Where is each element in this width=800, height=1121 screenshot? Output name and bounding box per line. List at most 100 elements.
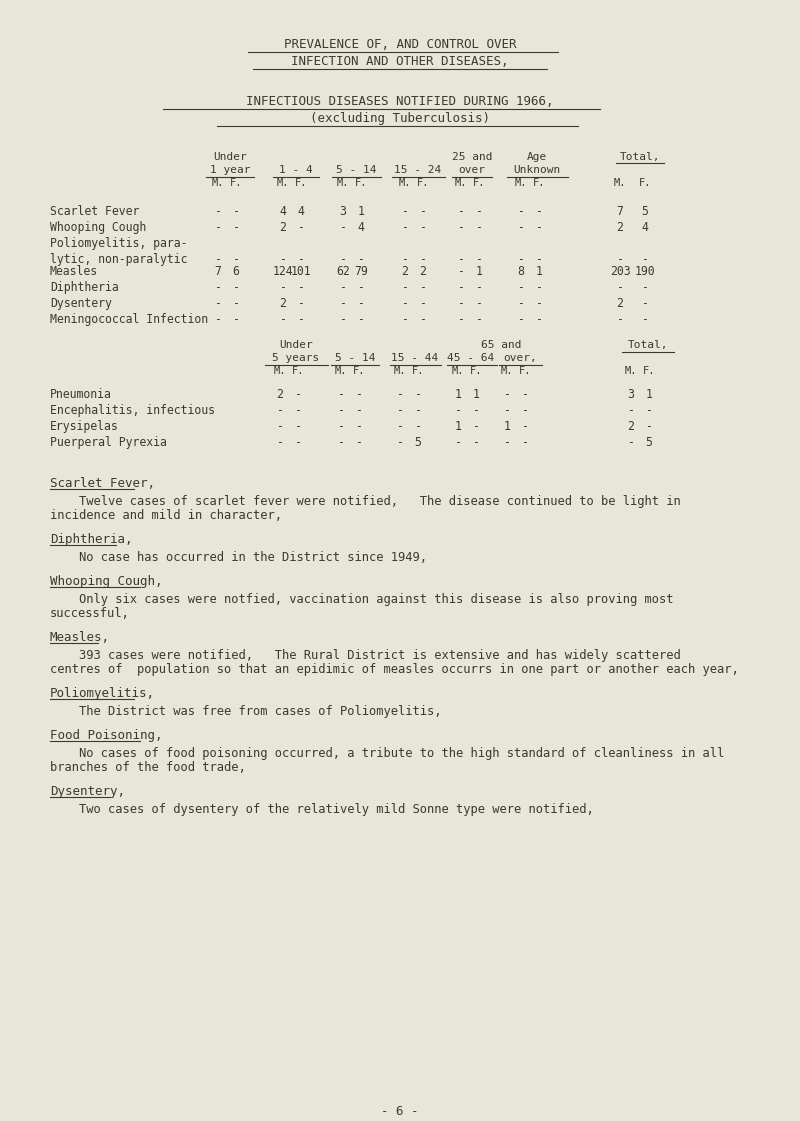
Text: Encephalitis, infectious: Encephalitis, infectious	[50, 404, 215, 417]
Text: 2: 2	[617, 221, 623, 234]
Text: 7: 7	[214, 265, 222, 278]
Text: 79: 79	[354, 265, 368, 278]
Text: 4: 4	[642, 221, 649, 234]
Text: 5 years: 5 years	[272, 353, 320, 363]
Text: Diphtheria,: Diphtheria,	[50, 532, 133, 546]
Text: 1: 1	[358, 205, 365, 217]
Text: -: -	[646, 404, 653, 417]
Text: -: -	[339, 313, 346, 326]
Text: -: -	[358, 313, 365, 326]
Text: branches of the food trade,: branches of the food trade,	[50, 761, 246, 773]
Text: 1: 1	[503, 420, 510, 433]
Text: -: -	[298, 221, 305, 234]
Text: 5 - 14: 5 - 14	[336, 165, 376, 175]
Text: 4: 4	[298, 205, 305, 217]
Text: M.: M.	[614, 178, 626, 188]
Text: No case has occurred in the District since 1949,: No case has occurred in the District sin…	[50, 552, 427, 564]
Text: F.: F.	[417, 178, 430, 188]
Text: -: -	[617, 253, 623, 266]
Text: -: -	[454, 404, 462, 417]
Text: over: over	[458, 165, 486, 175]
Text: F.: F.	[230, 178, 242, 188]
Text: 25 and: 25 and	[452, 152, 492, 163]
Text: -: -	[414, 404, 422, 417]
Text: -: -	[617, 313, 623, 326]
Text: -: -	[277, 404, 283, 417]
Text: INFECTION AND OTHER DISEASES,: INFECTION AND OTHER DISEASES,	[291, 55, 509, 68]
Text: -: -	[214, 205, 222, 217]
Text: -: -	[298, 313, 305, 326]
Text: 6: 6	[233, 265, 239, 278]
Text: Twelve cases of scarlet fever were notified,   The disease continued to be light: Twelve cases of scarlet fever were notif…	[50, 495, 681, 508]
Text: Measles,: Measles,	[50, 631, 110, 643]
Text: -: -	[233, 297, 239, 311]
Text: 101: 101	[290, 265, 311, 278]
Text: M.: M.	[501, 365, 514, 376]
Text: centres of  population so that an epidimic of measles occurrs in one part or ano: centres of population so that an epidimi…	[50, 663, 738, 676]
Text: -: -	[458, 265, 465, 278]
Text: F.: F.	[294, 178, 307, 188]
Text: -: -	[454, 436, 462, 450]
Text: -: -	[358, 281, 365, 294]
Text: -: -	[279, 253, 286, 266]
Text: -: -	[402, 281, 409, 294]
Text: -: -	[475, 281, 482, 294]
Text: -: -	[475, 205, 482, 217]
Text: 2: 2	[627, 420, 634, 433]
Text: -: -	[355, 436, 362, 450]
Text: -: -	[397, 404, 403, 417]
Text: -: -	[339, 281, 346, 294]
Text: -: -	[233, 205, 239, 217]
Text: Poliomyelitis,: Poliomyelitis,	[50, 687, 155, 700]
Text: -: -	[279, 313, 286, 326]
Text: 190: 190	[634, 265, 655, 278]
Text: -: -	[338, 404, 345, 417]
Text: -: -	[397, 388, 403, 401]
Text: -: -	[642, 313, 649, 326]
Text: Two cases of dysentery of the relatively mild Sonne type were notified,: Two cases of dysentery of the relatively…	[50, 803, 594, 816]
Text: F.: F.	[292, 365, 304, 376]
Text: 3: 3	[339, 205, 346, 217]
Text: -: -	[294, 404, 302, 417]
Text: -: -	[214, 253, 222, 266]
Text: -: -	[233, 221, 239, 234]
Text: Scarlet Fever,: Scarlet Fever,	[50, 478, 155, 490]
Text: Puerperal Pyrexia: Puerperal Pyrexia	[50, 436, 167, 450]
Text: The District was free from cases of Poliomyelitis,: The District was free from cases of Poli…	[50, 705, 442, 717]
Text: -: -	[518, 313, 525, 326]
Text: -: -	[617, 281, 623, 294]
Text: -: -	[475, 297, 482, 311]
Text: 15 - 44: 15 - 44	[391, 353, 438, 363]
Text: -: -	[473, 436, 479, 450]
Text: -: -	[214, 313, 222, 326]
Text: Dysentery: Dysentery	[50, 297, 112, 311]
Text: M.: M.	[625, 365, 638, 376]
Text: -: -	[473, 404, 479, 417]
Text: 2: 2	[279, 297, 286, 311]
Text: -: -	[355, 388, 362, 401]
Text: Whooping Cough,: Whooping Cough,	[50, 575, 162, 589]
Text: -: -	[402, 205, 409, 217]
Text: -: -	[279, 281, 286, 294]
Text: Diphtheria: Diphtheria	[50, 281, 118, 294]
Text: M.: M.	[454, 178, 467, 188]
Text: -: -	[518, 281, 525, 294]
Text: F.: F.	[638, 178, 651, 188]
Text: - 6 -: - 6 -	[382, 1105, 418, 1118]
Text: 4: 4	[279, 205, 286, 217]
Text: 7: 7	[617, 205, 623, 217]
Text: (excluding Tuberculosis): (excluding Tuberculosis)	[310, 112, 490, 126]
Text: Unknown: Unknown	[514, 165, 561, 175]
Text: PREVALENCE OF, AND CONTROL OVER: PREVALENCE OF, AND CONTROL OVER	[284, 38, 516, 50]
Text: -: -	[458, 221, 465, 234]
Text: -: -	[518, 205, 525, 217]
Text: -: -	[214, 221, 222, 234]
Text: 8: 8	[518, 265, 525, 278]
Text: M.: M.	[277, 178, 290, 188]
Text: -: -	[294, 436, 302, 450]
Text: 5: 5	[642, 205, 649, 217]
Text: -: -	[277, 436, 283, 450]
Text: -: -	[414, 420, 422, 433]
Text: 1: 1	[473, 388, 479, 401]
Text: -: -	[214, 297, 222, 311]
